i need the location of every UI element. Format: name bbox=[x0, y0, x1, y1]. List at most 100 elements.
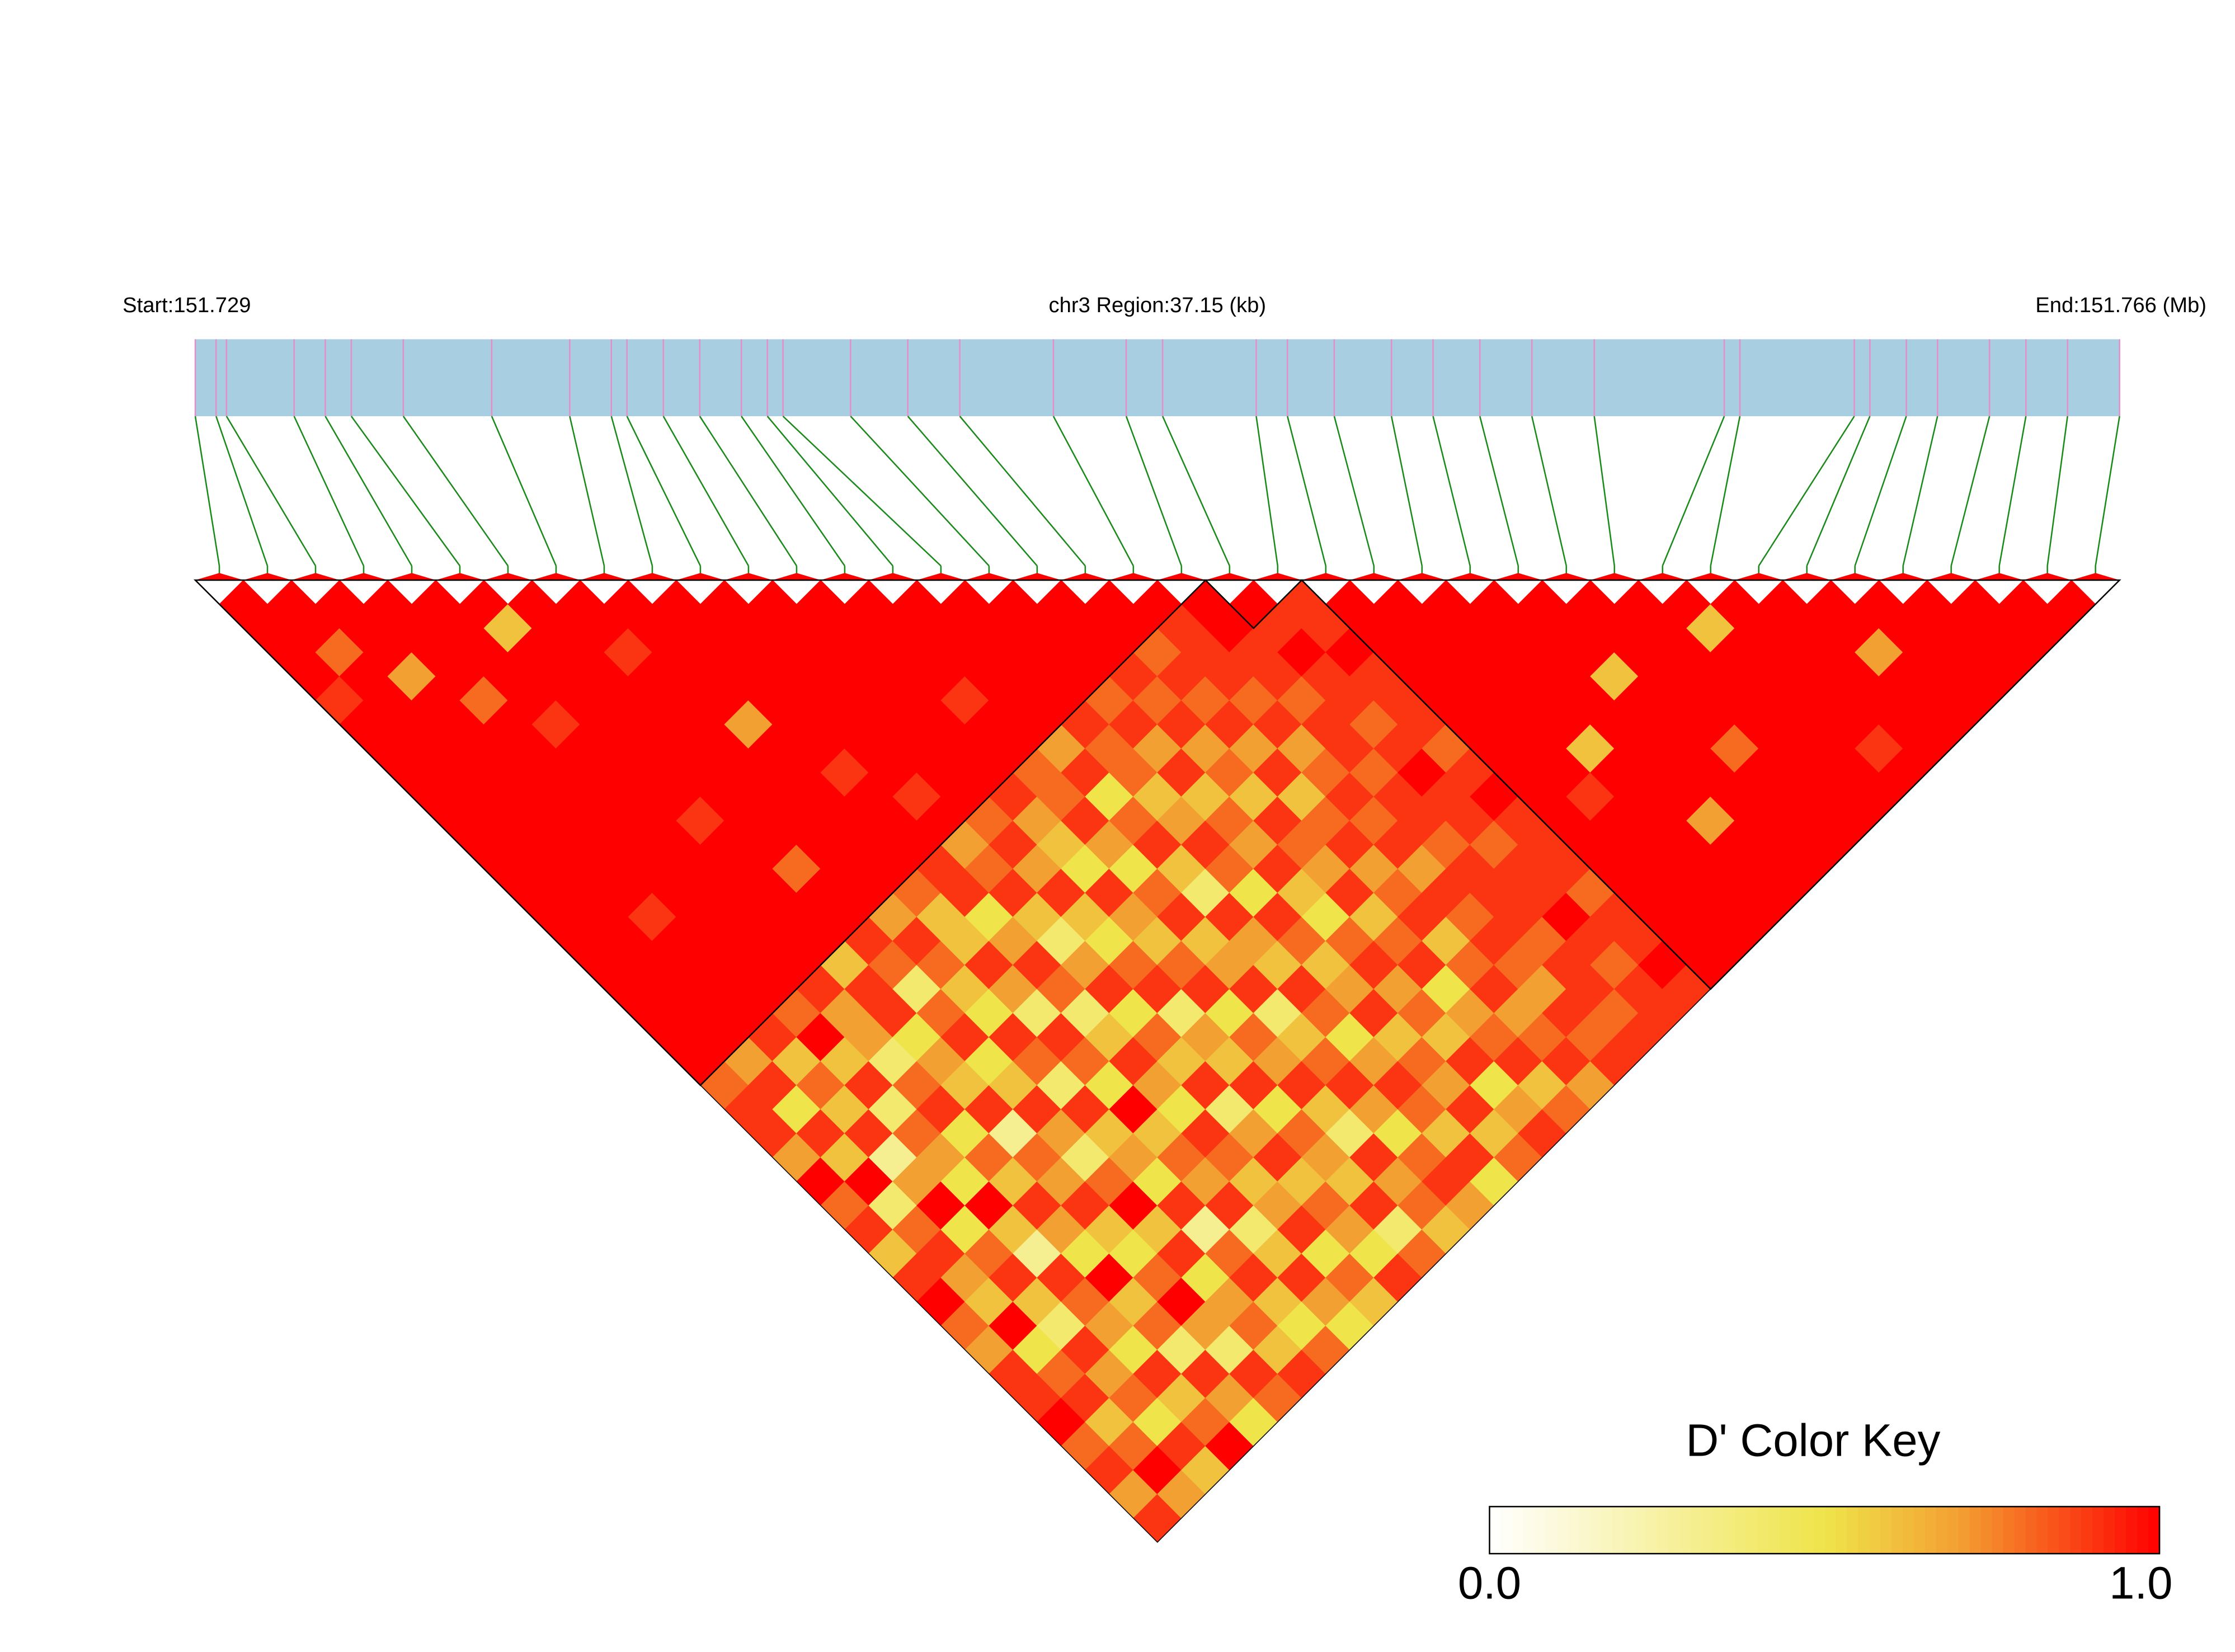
snp-marker bbox=[1013, 573, 1061, 580]
snp-link bbox=[1432, 416, 1471, 566]
snp-link bbox=[610, 416, 653, 566]
snp-marker bbox=[1494, 573, 1542, 580]
color-key-step bbox=[2115, 1507, 2127, 1554]
snp-marker bbox=[483, 573, 532, 580]
snp-marker bbox=[1398, 573, 1446, 580]
snp-marker bbox=[1157, 573, 1206, 580]
snp-link bbox=[324, 416, 413, 567]
color-key-step bbox=[1858, 1507, 1870, 1554]
snp-marker bbox=[1349, 573, 1398, 580]
color-key-label: 1.0 bbox=[2109, 1557, 2172, 1608]
snp-link bbox=[741, 416, 845, 567]
color-key-step bbox=[1813, 1507, 1825, 1554]
color-key-step bbox=[2070, 1507, 2082, 1554]
color-key-step bbox=[2048, 1507, 2060, 1554]
snp-link bbox=[1593, 416, 1616, 566]
snp-link bbox=[1255, 416, 1279, 566]
snp-link bbox=[225, 416, 317, 567]
color-key-step bbox=[1824, 1507, 1837, 1554]
color-key-label: 0.0 bbox=[1458, 1557, 1521, 1608]
color-key-step bbox=[1947, 1507, 1959, 1554]
snp-marker bbox=[435, 573, 484, 580]
snp-marker bbox=[724, 573, 773, 580]
snp-marker bbox=[1638, 573, 1687, 580]
color-key-step bbox=[1568, 1507, 1580, 1554]
color-key-step bbox=[1612, 1507, 1625, 1554]
color-key-step bbox=[1869, 1507, 1881, 1554]
color-key-step bbox=[1489, 1507, 1502, 1554]
color-key-step bbox=[1746, 1507, 1758, 1554]
snp-link bbox=[1854, 416, 1907, 566]
snp-marker bbox=[820, 573, 869, 580]
snp-marker bbox=[1061, 573, 1109, 580]
color-key-step bbox=[1545, 1507, 1558, 1554]
color-key-step bbox=[1802, 1507, 1814, 1554]
color-key-step bbox=[1645, 1507, 1658, 1554]
snp-link bbox=[2046, 416, 2068, 566]
color-key-step bbox=[1668, 1507, 1681, 1554]
end-label: End:151.766 (Mb) bbox=[2035, 293, 2206, 317]
snp-link bbox=[1390, 416, 1423, 566]
color-key-step bbox=[1623, 1507, 1636, 1554]
color-key-step bbox=[2025, 1507, 2038, 1554]
snp-link bbox=[293, 416, 365, 567]
snp-link bbox=[1125, 416, 1183, 566]
snp-link bbox=[662, 416, 750, 567]
snp-link bbox=[782, 416, 942, 567]
snp-marker bbox=[916, 573, 965, 580]
color-key-step bbox=[1836, 1507, 1848, 1554]
color-key-step bbox=[1969, 1507, 1982, 1554]
snp-link bbox=[1998, 416, 2027, 566]
snp-marker bbox=[1927, 573, 1975, 580]
snp-marker bbox=[388, 573, 436, 580]
color-key-step bbox=[1590, 1507, 1602, 1554]
snp-marker bbox=[1109, 573, 1158, 580]
color-key-step bbox=[1523, 1507, 1535, 1554]
snp-marker bbox=[628, 573, 676, 580]
snp-link bbox=[907, 416, 1038, 567]
region-label: chr3 Region:37.15 (kb) bbox=[1049, 293, 1267, 317]
color-key-step bbox=[1913, 1507, 1926, 1554]
snp-link bbox=[1758, 416, 1855, 567]
snp-link bbox=[1333, 416, 1375, 566]
snp-marker bbox=[1253, 573, 1302, 580]
snp-marker bbox=[1975, 573, 2024, 580]
color-key-step bbox=[1757, 1507, 1770, 1554]
color-key-step bbox=[2059, 1507, 2071, 1554]
color-key-step bbox=[1556, 1507, 1569, 1554]
color-key-step bbox=[1679, 1507, 1692, 1554]
color-key-step bbox=[1925, 1507, 1937, 1554]
snp-marker bbox=[243, 573, 292, 580]
color-key-step bbox=[1780, 1507, 1792, 1554]
color-key-step bbox=[1690, 1507, 1702, 1554]
color-key-step bbox=[1768, 1507, 1781, 1554]
snp-link bbox=[215, 416, 269, 566]
legend-title: D' Color Key bbox=[1686, 1415, 1940, 1466]
snp-link bbox=[569, 416, 605, 566]
snp-marker bbox=[1782, 573, 1831, 580]
region-bar bbox=[195, 339, 2120, 416]
color-key-step bbox=[1958, 1507, 1970, 1554]
color-key-step bbox=[2137, 1507, 2149, 1554]
snp-marker bbox=[1686, 573, 1735, 580]
snp-marker bbox=[964, 573, 1013, 580]
snp-link bbox=[766, 416, 893, 567]
start-label: Start:151.729 bbox=[123, 293, 251, 317]
snp-marker bbox=[1590, 573, 1639, 580]
snp-link bbox=[1806, 416, 1871, 567]
snp-link bbox=[1662, 416, 1725, 567]
snp-marker bbox=[1831, 573, 1879, 580]
color-key-step bbox=[2036, 1507, 2049, 1554]
color-key-step bbox=[1847, 1507, 1859, 1554]
snp-link bbox=[2095, 416, 2120, 566]
snp-marker bbox=[291, 573, 340, 580]
color-key-step bbox=[1500, 1507, 1513, 1554]
color-key-step bbox=[2014, 1507, 2026, 1554]
color-key-step bbox=[2092, 1507, 2105, 1554]
snp-link bbox=[1479, 416, 1519, 566]
color-key-step bbox=[1891, 1507, 1904, 1554]
color-key-step bbox=[1512, 1507, 1524, 1554]
color-key-step bbox=[2081, 1507, 2093, 1554]
snp-marker bbox=[2023, 573, 2072, 580]
